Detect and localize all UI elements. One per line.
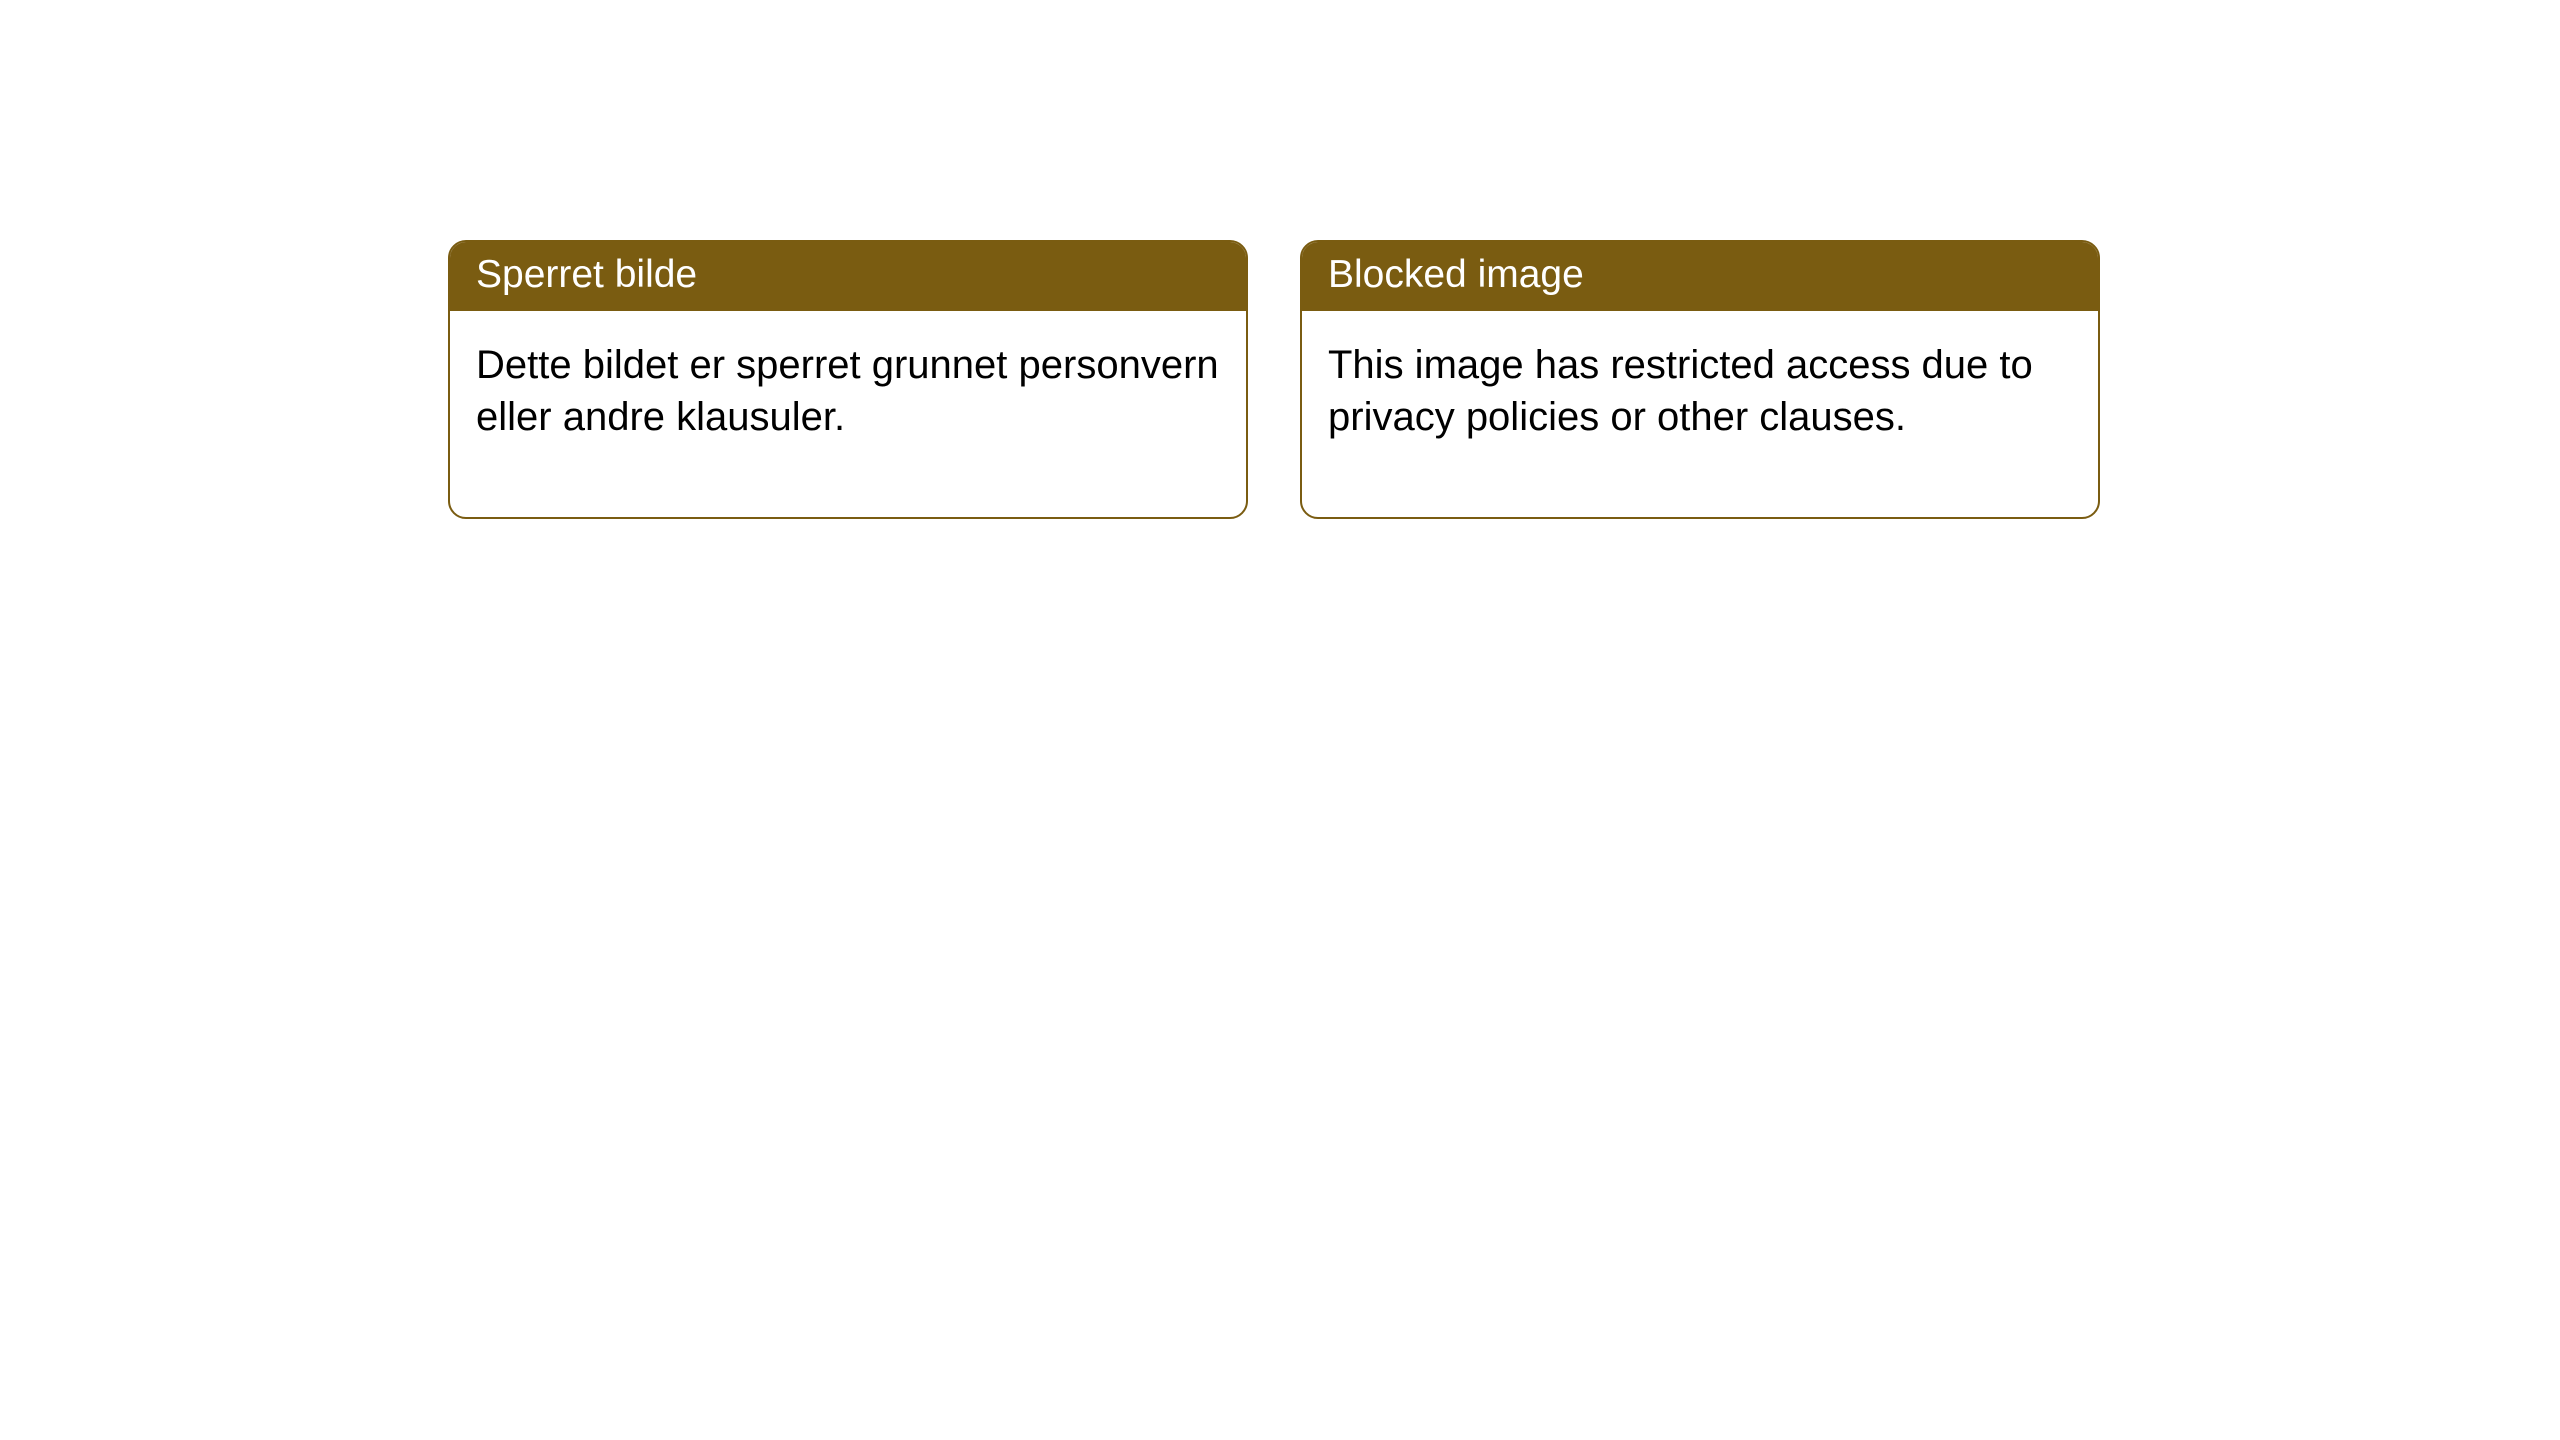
card-header-no: Sperret bilde (450, 242, 1246, 311)
card-body-no: Dette bildet er sperret grunnet personve… (450, 311, 1246, 517)
card-body-en: This image has restricted access due to … (1302, 311, 2098, 517)
blocked-image-card-en: Blocked image This image has restricted … (1300, 240, 2100, 519)
notice-container: Sperret bilde Dette bildet er sperret gr… (0, 0, 2560, 519)
blocked-image-card-no: Sperret bilde Dette bildet er sperret gr… (448, 240, 1248, 519)
card-header-en: Blocked image (1302, 242, 2098, 311)
